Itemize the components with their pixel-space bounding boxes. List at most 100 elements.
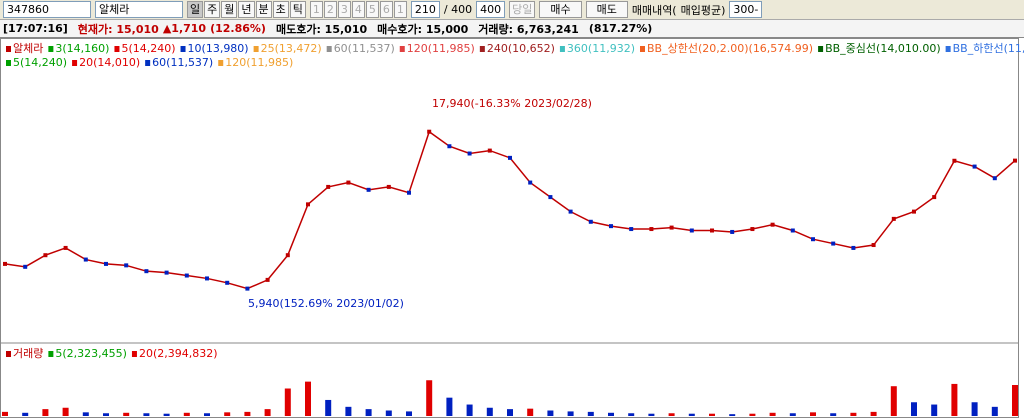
legend-item: 10(13,980) <box>188 42 249 55</box>
candle <box>63 245 68 250</box>
volume-bar <box>830 413 837 416</box>
volume-bar <box>2 411 8 416</box>
candle <box>972 164 977 169</box>
volume-bar <box>224 412 231 416</box>
candle <box>124 263 129 268</box>
avg-input[interactable]: 300- <box>729 1 763 18</box>
candle <box>104 261 108 266</box>
volume-bar <box>890 386 897 416</box>
period-button[interactable]: 분 <box>255 1 272 18</box>
total-label: / 400 <box>443 3 473 16</box>
candle <box>285 253 290 258</box>
trades-check[interactable]: 매매내역( <box>631 3 677 17</box>
candle <box>790 228 795 233</box>
legend-item: 240(10,652) <box>487 42 555 55</box>
legend-item: BB_하한선(11,445.01) <box>953 41 1024 55</box>
volume-bar <box>547 410 554 416</box>
candle <box>508 155 512 160</box>
ask: 매도호가: 15,010 <box>275 22 368 36</box>
volume-bar <box>123 412 130 416</box>
code-input[interactable]: 347860 <box>3 1 91 18</box>
period-button[interactable]: 년 <box>238 1 255 18</box>
candle <box>23 264 28 269</box>
slot-button[interactable]: 5 <box>365 1 379 18</box>
legend-item: 360(11,932) <box>567 42 635 55</box>
legend-swatch <box>640 46 645 52</box>
slot-button[interactable]: 4 <box>351 1 365 18</box>
legend-item: BB_중심선(14,010.00) <box>825 42 941 55</box>
buy-button[interactable]: 매수 <box>539 1 582 18</box>
slot-button[interactable]: 2 <box>323 1 337 18</box>
legend-swatch <box>559 46 565 52</box>
slot-button[interactable]: 3 <box>337 1 351 18</box>
volume-bar <box>587 411 594 416</box>
legend-item: 20(2,394,832) <box>139 347 218 360</box>
candle <box>932 195 937 200</box>
candle <box>225 280 230 285</box>
period-button[interactable]: 틱 <box>289 1 306 18</box>
candle <box>245 286 250 291</box>
candle <box>43 253 48 258</box>
volume-bar <box>103 413 109 416</box>
period-button[interactable]: 주 <box>204 1 221 18</box>
legend-swatch <box>6 46 11 52</box>
volume-bar <box>325 399 332 416</box>
time: [17:07:16] <box>3 22 68 35</box>
candle <box>831 241 836 246</box>
legend-item: 5(2,323,455) <box>55 347 127 360</box>
candle <box>467 151 472 156</box>
total-input[interactable]: 400 <box>476 1 506 18</box>
name-input[interactable]: 알체라 <box>95 1 183 18</box>
candle <box>548 195 553 200</box>
count-input[interactable]: 210 <box>410 1 440 18</box>
legend-swatch <box>6 351 11 357</box>
legend-swatch <box>479 46 485 52</box>
candle <box>487 148 492 153</box>
candle <box>386 184 391 189</box>
candle <box>205 276 209 281</box>
volume-bar <box>486 407 493 416</box>
period-button[interactable]: 일 <box>187 1 204 18</box>
slot-button[interactable]: 1 <box>309 1 323 18</box>
candle <box>750 227 755 232</box>
legend-item: 120(11,985) <box>225 56 293 69</box>
candle <box>992 176 997 181</box>
legend-item: 5(14,240) <box>121 42 175 55</box>
volume-bar <box>62 407 69 416</box>
avg-check[interactable]: 매입평균) <box>680 3 726 17</box>
volume-bar <box>628 413 635 416</box>
slot-button[interactable]: 6 <box>379 1 393 18</box>
candle <box>366 187 371 192</box>
volume-bar <box>406 411 412 416</box>
sell-button[interactable]: 매도 <box>585 1 628 18</box>
volume-bar <box>931 404 938 416</box>
candle <box>851 245 856 250</box>
volume-bar <box>22 412 29 416</box>
slot-button[interactable]: 1 <box>393 1 407 18</box>
candle <box>427 129 432 134</box>
volume-bar <box>143 413 150 416</box>
current-price: 현재가: 15,010 <box>77 22 159 36</box>
candle <box>952 158 957 163</box>
legend-swatch <box>145 60 151 66</box>
volume-bar <box>971 402 978 416</box>
volume-bar <box>688 413 695 416</box>
candle <box>669 225 674 230</box>
volume-bar <box>345 406 352 416</box>
volume-bar <box>991 406 998 416</box>
legend-swatch <box>48 351 54 357</box>
volume-rate: (817.27%) <box>588 22 653 35</box>
volume-bar <box>567 411 574 416</box>
today-check[interactable]: 당일 <box>509 1 536 18</box>
candle <box>407 190 411 195</box>
candle <box>346 180 351 185</box>
period-button[interactable]: 월 <box>221 1 238 18</box>
volume-bar <box>951 383 958 416</box>
volume-bar <box>668 413 675 416</box>
legend-swatch <box>218 60 224 66</box>
legend-swatch <box>180 46 186 52</box>
period-button[interactable]: 초 <box>272 1 289 18</box>
legend-swatch <box>399 46 405 52</box>
volume-bar <box>789 413 796 416</box>
